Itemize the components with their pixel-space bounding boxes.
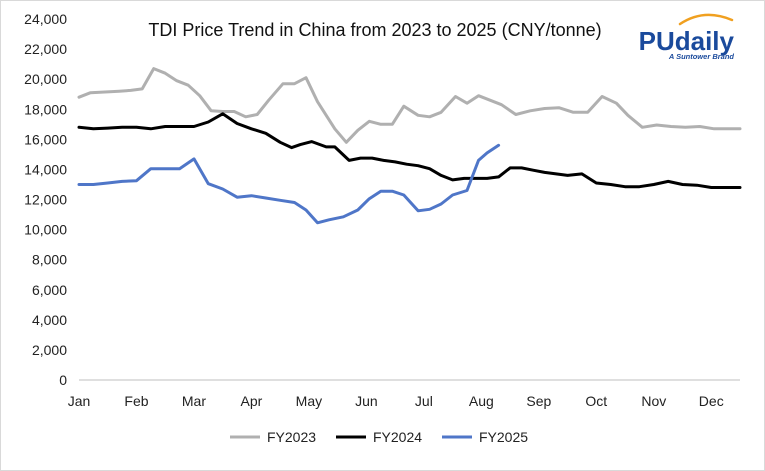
y-tick-label: 10,000: [24, 222, 67, 238]
y-tick-label: 8,000: [32, 252, 67, 268]
legend-label-fy2024: FY2024: [373, 429, 422, 445]
logo-tagline: A Suntower Brand: [668, 52, 735, 61]
series-line-fy2024: [77, 112, 742, 189]
logo-arc-icon: [678, 13, 734, 26]
y-tick-label: 12,000: [24, 192, 67, 208]
legend: FY2023 FY2024 FY2025: [230, 429, 528, 445]
pudaily-logo: PUdaily A Suntower Brand: [639, 13, 735, 61]
y-tick-label: 4,000: [32, 312, 67, 328]
axes: 0 2,000 4,000 6,000 8,000 10,000 12,000 14,000 1…: [24, 11, 740, 409]
x-tick-label: Feb: [124, 393, 148, 409]
x-tick-label: May: [296, 393, 322, 409]
x-tick-label: Dec: [699, 393, 724, 409]
legend-label-fy2023: FY2023: [267, 429, 316, 445]
series-line-fy2023: [77, 67, 742, 144]
x-tick-label: Jan: [68, 393, 91, 409]
y-tick-label: 24,000: [24, 11, 67, 27]
legend-label-fy2025: FY2025: [479, 429, 528, 445]
chart-title: TDI Price Trend in China from 2023 to 20…: [148, 20, 601, 40]
y-tick-label: 0: [59, 372, 67, 388]
y-tick-label: 20,000: [24, 71, 67, 87]
x-tick-label: Jul: [415, 393, 433, 409]
x-tick-label: Aug: [469, 393, 494, 409]
series-layer: [77, 67, 742, 225]
x-tick-label: Mar: [182, 393, 206, 409]
y-tick-label: 2,000: [32, 342, 67, 358]
y-tick-label: 6,000: [32, 282, 67, 298]
y-tick-label: 14,000: [24, 161, 67, 177]
series-line-fy2025: [77, 143, 501, 225]
y-tick-label: 16,000: [24, 131, 67, 147]
logo-wordmark: PUdaily: [639, 26, 735, 56]
y-tick-label: 22,000: [24, 41, 67, 57]
x-tick-label: Oct: [585, 393, 607, 409]
x-tick-label: Nov: [641, 393, 666, 409]
y-tick-label: 18,000: [24, 101, 67, 117]
x-tick-label: Jun: [355, 393, 378, 409]
x-tick-label: Sep: [526, 393, 551, 409]
x-tick-label: Apr: [241, 393, 263, 409]
